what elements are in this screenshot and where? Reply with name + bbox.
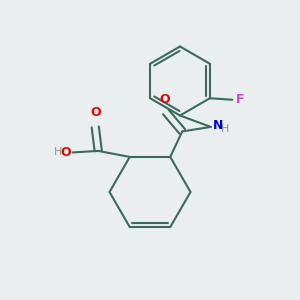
Text: F: F: [236, 93, 245, 106]
Text: H: H: [221, 124, 229, 134]
Text: O: O: [159, 93, 169, 106]
Text: H: H: [54, 146, 62, 157]
Text: O: O: [61, 146, 71, 159]
Text: N: N: [213, 119, 224, 132]
Text: O: O: [90, 106, 101, 119]
